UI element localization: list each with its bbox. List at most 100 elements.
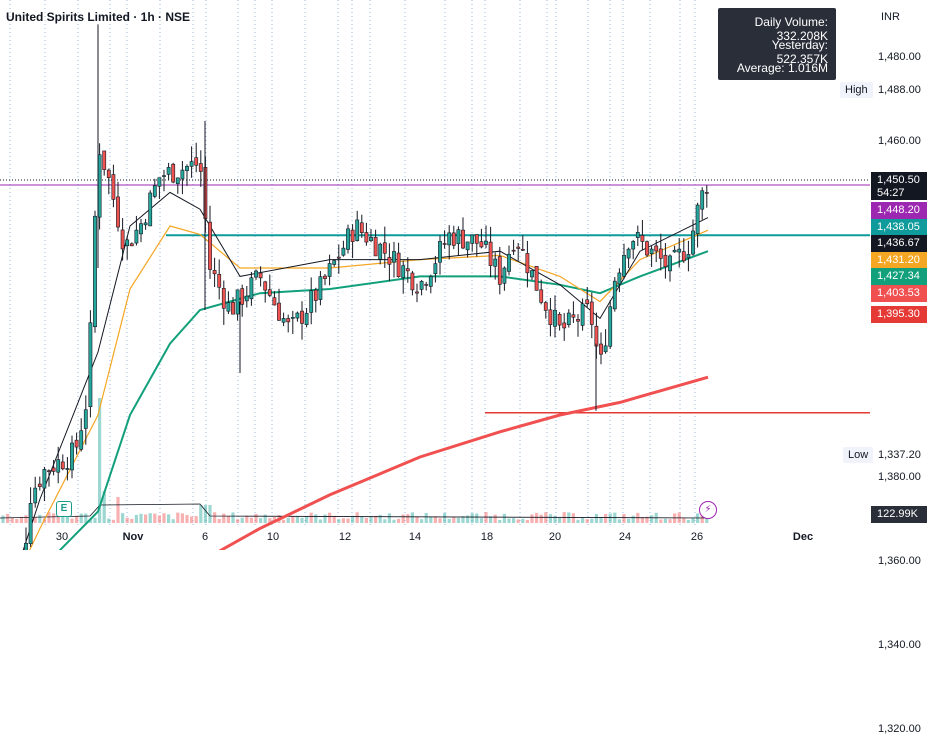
volume-bar-31 bbox=[144, 514, 148, 523]
candle-body bbox=[474, 234, 479, 244]
candle-body bbox=[346, 228, 350, 250]
candle-116 bbox=[534, 266, 539, 291]
volume-bar-125 bbox=[576, 519, 580, 523]
candle-body bbox=[681, 251, 686, 262]
candle-111 bbox=[511, 239, 516, 255]
volume-bar-32 bbox=[148, 513, 152, 523]
volume-bar-21 bbox=[98, 398, 102, 523]
candle-body bbox=[244, 295, 249, 302]
candle-body bbox=[576, 319, 580, 322]
price-label-6: 1,403.53 bbox=[871, 285, 927, 302]
candle-51 bbox=[235, 289, 240, 321]
candle-body bbox=[373, 237, 378, 257]
candle-121 bbox=[557, 312, 562, 331]
candle-16 bbox=[74, 432, 79, 455]
earnings-badge[interactable]: E bbox=[56, 501, 72, 517]
candle-99 bbox=[456, 226, 461, 256]
candle-body bbox=[382, 242, 387, 254]
candle-77 bbox=[355, 210, 360, 242]
price-chart[interactable] bbox=[0, 0, 932, 550]
candle-78 bbox=[359, 214, 364, 238]
candle-140 bbox=[645, 240, 649, 258]
candle-body bbox=[221, 288, 226, 309]
candle-body bbox=[534, 266, 539, 291]
candle-153 bbox=[704, 185, 709, 208]
candle-body bbox=[548, 309, 553, 326]
candle-body bbox=[405, 268, 410, 272]
candle-body bbox=[364, 232, 369, 243]
volume-bar-76 bbox=[351, 515, 355, 523]
candle-103 bbox=[474, 234, 479, 257]
candle-body bbox=[562, 322, 567, 329]
volume-bar-82 bbox=[378, 514, 382, 523]
candle-130 bbox=[599, 332, 603, 365]
candle-33 bbox=[152, 178, 157, 199]
volume-bar-101 bbox=[466, 515, 470, 523]
daily-volume: Daily Volume: 332.208K bbox=[754, 15, 828, 43]
candle-10 bbox=[47, 469, 51, 487]
x-tick-label: 26 bbox=[690, 531, 704, 543]
candle-105 bbox=[484, 225, 488, 249]
candle-40 bbox=[185, 164, 189, 186]
candle-7 bbox=[33, 476, 38, 508]
candle-94 bbox=[433, 255, 438, 283]
volume-bar-117 bbox=[539, 514, 543, 523]
candle-27 bbox=[125, 236, 130, 260]
volume-bar-116 bbox=[535, 512, 539, 523]
candle-body bbox=[580, 303, 585, 326]
volume-bar-7 bbox=[33, 517, 37, 523]
candle-body bbox=[309, 290, 314, 313]
candle-79 bbox=[364, 222, 369, 246]
candle-134 bbox=[617, 268, 622, 293]
volume-bar-127 bbox=[585, 519, 589, 523]
volume-bar-99 bbox=[456, 517, 460, 523]
candle-106 bbox=[488, 226, 493, 278]
ema-slow-line bbox=[58, 250, 709, 550]
volume-bar-150 bbox=[691, 517, 695, 523]
candle-body bbox=[447, 232, 452, 246]
candle-48 bbox=[221, 280, 226, 325]
volume-bar-120 bbox=[553, 515, 557, 523]
volume-bar-29 bbox=[134, 514, 138, 523]
candle-body bbox=[378, 243, 383, 260]
volume-bar-41 bbox=[190, 516, 194, 523]
candle-body bbox=[180, 169, 185, 180]
candle-68 bbox=[313, 287, 318, 313]
candle-body bbox=[369, 236, 373, 242]
candle-body bbox=[332, 260, 337, 265]
y-tick-label: 1,480.00 bbox=[878, 51, 921, 63]
candle-body bbox=[635, 232, 640, 238]
candle-71 bbox=[327, 254, 332, 286]
candle-body bbox=[599, 343, 603, 355]
candle-73 bbox=[336, 244, 341, 274]
candle-49 bbox=[226, 291, 231, 315]
candle-body bbox=[704, 192, 709, 194]
candle-body bbox=[286, 318, 291, 323]
candle-body bbox=[530, 270, 534, 278]
volume-bar-96 bbox=[443, 512, 447, 523]
bolt-icon[interactable]: ⚡ bbox=[699, 501, 717, 519]
candle-141 bbox=[649, 245, 654, 267]
candle-body bbox=[162, 175, 166, 177]
candle-body bbox=[433, 263, 438, 275]
candle-body bbox=[300, 310, 304, 324]
candle-body bbox=[166, 167, 171, 175]
candle-body bbox=[290, 317, 295, 319]
candle-body bbox=[249, 277, 254, 300]
candle-57 bbox=[263, 280, 268, 303]
candle-84 bbox=[387, 243, 392, 281]
candle-body bbox=[410, 272, 415, 291]
volume-bar-148 bbox=[682, 517, 686, 523]
volume-bar-47 bbox=[217, 519, 221, 523]
volume-bar-134 bbox=[617, 519, 621, 523]
candle-body bbox=[171, 163, 176, 183]
volume-bar-44 bbox=[203, 505, 207, 523]
volume-bar-2 bbox=[10, 517, 14, 523]
candle-92 bbox=[424, 281, 429, 291]
candle-body bbox=[516, 246, 521, 249]
volume-value-label: 122.99K bbox=[871, 506, 927, 523]
volume-bar-77 bbox=[355, 512, 359, 523]
candle-138 bbox=[635, 225, 640, 247]
candle-38 bbox=[175, 177, 180, 194]
volume-bar-71 bbox=[328, 512, 332, 523]
